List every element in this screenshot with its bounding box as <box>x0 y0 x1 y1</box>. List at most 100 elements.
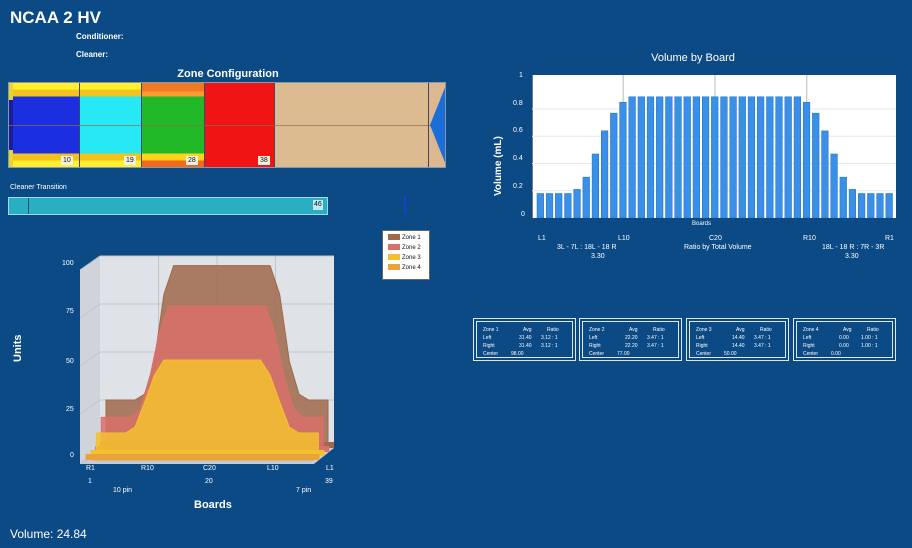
arrow-indicator-icon <box>430 87 445 163</box>
left-ratio: 3.47 : 1 <box>647 335 664 341</box>
right-ratio-label: 18L - 18 R : 7R - 3R <box>822 244 885 251</box>
left-ratio: 3.47 : 1 <box>754 335 771 341</box>
ratio-header: Ratio <box>760 327 772 333</box>
volume-by-board-title: Volume by Board <box>651 52 735 64</box>
y-tick: 75 <box>66 308 74 315</box>
units-gridline-side <box>79 351 101 367</box>
volume-bar-L7 <box>591 153 600 219</box>
zone-areas <box>85 265 334 461</box>
center-value: 0.00 <box>831 351 841 357</box>
right-ratio: 3.47 : 1 <box>647 343 664 349</box>
zone-configuration-map[interactable]: 10 19 28 38 <box>8 82 446 168</box>
cleaner-transition-bar[interactable] <box>8 197 328 215</box>
legend-item-zone-4: Zone 4 <box>388 264 421 272</box>
legend-item-zone-1: Zone 1 <box>388 234 421 242</box>
center-label: Center <box>483 351 499 357</box>
legend-item-zone-3: Zone 3 <box>388 254 421 262</box>
left-label: Left <box>696 335 705 341</box>
x-subtick: 10 pin <box>113 487 133 494</box>
zone-divider <box>428 83 429 167</box>
volume-bar-R10 <box>802 101 811 219</box>
right-label: Right <box>483 343 495 349</box>
center-label: Center <box>589 351 605 357</box>
right-avg: 22.20 <box>625 343 638 349</box>
units-axis-label: Units <box>12 334 24 363</box>
volume-y-tick: 0 <box>521 211 525 218</box>
avg-header: Avg <box>523 327 532 333</box>
zone-baseline-band-4 <box>85 454 320 460</box>
x-tick: L10 <box>267 465 279 472</box>
y-tick: 50 <box>66 358 74 365</box>
volume-bar-R11 <box>793 96 801 219</box>
zone-area-3 <box>95 359 319 457</box>
zone-name: Zone 4 <box>803 327 819 333</box>
zone-summary-frame: Zone 2 Avg Ratio Left 22.20 3.47 : 1 Right 22… <box>582 321 679 358</box>
legend-label: Zone 2 <box>402 245 421 251</box>
volume-bar-L14 <box>656 96 664 219</box>
center-value: 50.00 <box>724 351 737 357</box>
right-label: Right <box>696 343 708 349</box>
legend-item-zone-2: Zone 2 <box>388 244 421 252</box>
volume-readout: Volume: 24.84 <box>10 527 87 541</box>
left-label: Left <box>589 335 598 341</box>
units-gridline-side <box>79 255 101 271</box>
left-avg: 22.20 <box>625 335 638 341</box>
center-ratio-label: Ratio by Total Volume <box>684 244 752 251</box>
conditioner-label: Conditioner: <box>76 32 124 41</box>
x-tick: R1 <box>86 465 95 472</box>
legend-label: Zone 3 <box>402 255 421 261</box>
zone-baseline-band-3 <box>90 450 325 456</box>
volume-bar-L13 <box>646 96 655 219</box>
zone-name: Zone 1 <box>483 327 499 333</box>
volume-bar-L5 <box>573 189 581 219</box>
zone-marker-2: 19 <box>124 156 136 165</box>
boards-axis-label: Boards <box>194 499 232 511</box>
avg-header: Avg <box>843 327 852 333</box>
left-avg: 14.40 <box>732 335 745 341</box>
chart-legend: Zone 1 Zone 2 Zone 3 Zone 4 <box>382 230 430 280</box>
zone-name: Zone 3 <box>696 327 712 333</box>
volume-bar-L6 <box>582 176 590 219</box>
volume-bar-R2 <box>876 193 884 219</box>
volume-bar-R18 <box>729 96 737 219</box>
cleaner-transition-marker[interactable] <box>404 196 406 214</box>
cleaner-label: Cleaner: <box>76 50 109 59</box>
x-subtick: 20 <box>205 478 213 485</box>
zone-marker-4: 38 <box>258 156 270 165</box>
volume-bar-L9 <box>610 112 618 219</box>
volume-bar-L10 <box>619 101 627 219</box>
left-ratio-label: 3L - 7L : 18L - 18 R <box>557 244 617 251</box>
cleaner-transition-value: 46 <box>313 200 323 210</box>
app-title: NCAA 2 HV <box>10 8 101 27</box>
volume-bar-R4 <box>858 193 866 219</box>
volume-bar-R16 <box>747 96 756 219</box>
left-label: Left <box>483 335 492 341</box>
ratio-header: Ratio <box>547 327 559 333</box>
right-label: Right <box>803 343 815 349</box>
avg-header: Avg <box>736 327 745 333</box>
center-value: 77.00 <box>617 351 630 357</box>
volume-bar-R15 <box>757 96 765 219</box>
volume-by-board-chart <box>532 75 896 219</box>
zone-name: Zone 2 <box>589 327 605 333</box>
zone-summary-frame: Zone 3 Avg Ratio Left 14.40 3.47 : 1 Right 14… <box>689 321 786 358</box>
right-avg: 31.40 <box>519 343 532 349</box>
legend-label: Zone 4 <box>402 265 421 271</box>
volume-y-tick: 0.8 <box>513 100 523 107</box>
volume-axis-label: Volume (mL) <box>493 136 504 196</box>
volume-bar-R9 <box>812 112 820 219</box>
volume-y-tick: 1 <box>519 72 523 79</box>
zone-summary-3: Zone 3 Avg Ratio Left 14.40 3.47 : 1 Right 14… <box>686 318 789 361</box>
units-gridline-side <box>79 399 101 415</box>
left-label: Left <box>803 335 812 341</box>
volume-bar-R5 <box>848 189 857 219</box>
zone-marker-3: 28 <box>186 156 198 165</box>
left-avg: 31.40 <box>519 335 532 341</box>
left-ratio-value: 3.30 <box>591 253 605 260</box>
units-gridline-side <box>79 303 101 319</box>
zone-midline <box>9 125 445 126</box>
volume-bar-L4 <box>564 193 572 219</box>
left-avg: 0.00 <box>839 335 849 341</box>
ratio-header: Ratio <box>653 327 665 333</box>
left-ratio: 1.00 : 1 <box>861 335 878 341</box>
